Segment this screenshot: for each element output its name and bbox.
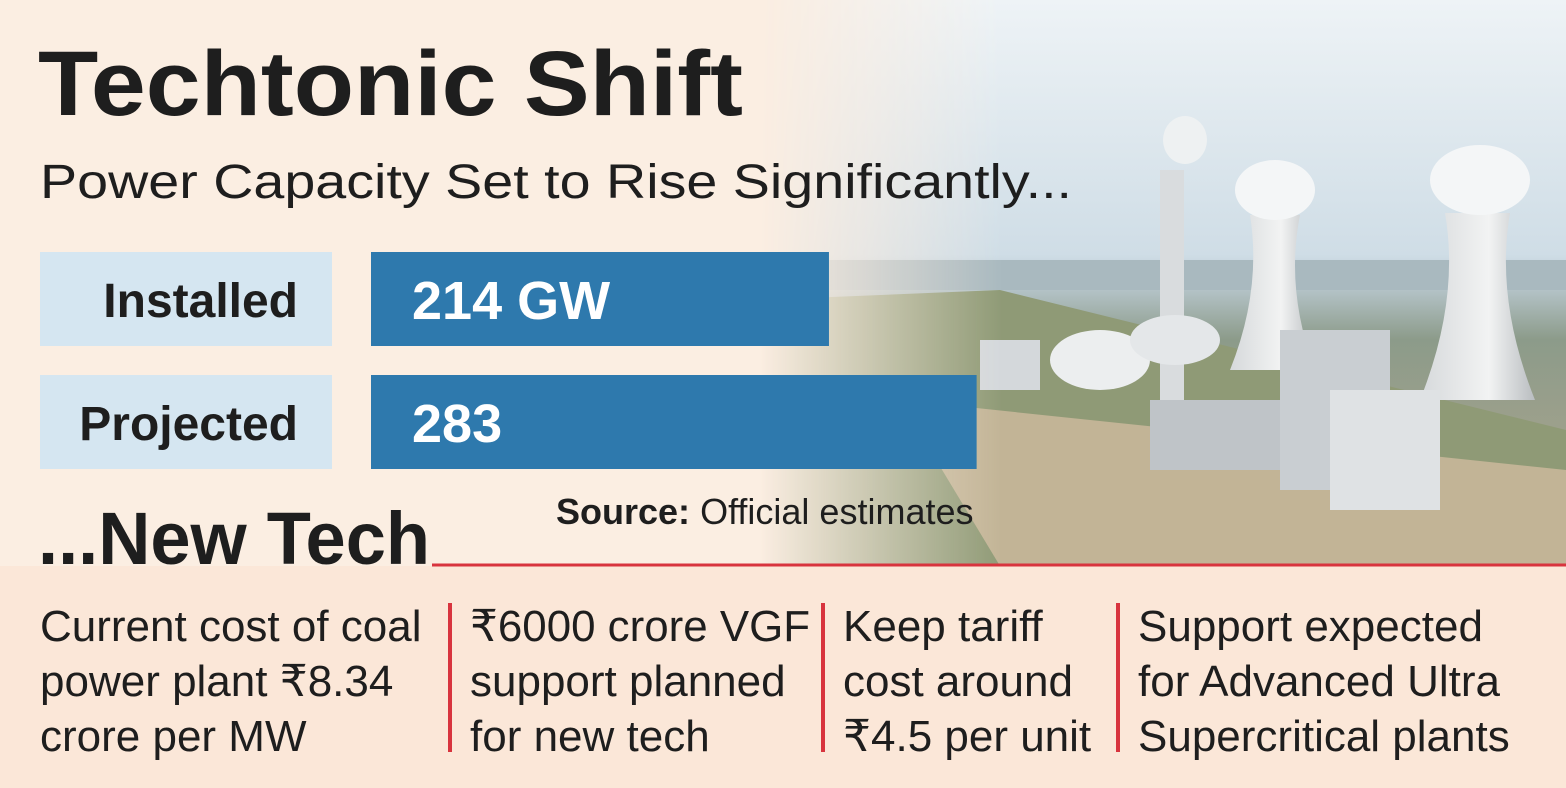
item-line: for new tech xyxy=(470,712,710,761)
bar xyxy=(371,252,829,346)
bottom-band xyxy=(0,566,1566,788)
source: Source: Official estimates xyxy=(556,491,974,532)
title: Techtonic Shift xyxy=(38,33,743,135)
item-line: ₹4.5 per unit xyxy=(843,712,1091,761)
category-box xyxy=(40,375,332,469)
item-line: ₹6000 crore VGF xyxy=(470,602,810,651)
item-line: crore per MW xyxy=(40,712,307,761)
item-line: Keep tariff xyxy=(843,602,1044,651)
category-box xyxy=(40,252,332,346)
value-label: 214 GW xyxy=(412,271,610,331)
source-label: Source: xyxy=(556,491,690,532)
item-line: for Advanced Ultra xyxy=(1138,657,1500,706)
plant-photo xyxy=(760,0,1566,566)
value-label: 283 xyxy=(412,394,502,454)
item-line: Supercritical plants xyxy=(1138,712,1510,761)
subtitle: Power Capacity Set to Rise Significantly… xyxy=(40,156,1072,209)
item-line: power plant ₹8.34 xyxy=(40,657,393,706)
bar xyxy=(371,375,977,469)
item-line: Current cost of coal xyxy=(40,602,422,651)
item-line: cost around xyxy=(843,657,1073,706)
item-line: support planned xyxy=(470,657,786,706)
section-heading: ...New Tech xyxy=(38,497,430,580)
source-text: Official estimates xyxy=(700,491,973,532)
category-label: Installed xyxy=(103,275,298,328)
category-label: Projected xyxy=(79,398,298,451)
item-line: Support expected xyxy=(1138,602,1483,651)
